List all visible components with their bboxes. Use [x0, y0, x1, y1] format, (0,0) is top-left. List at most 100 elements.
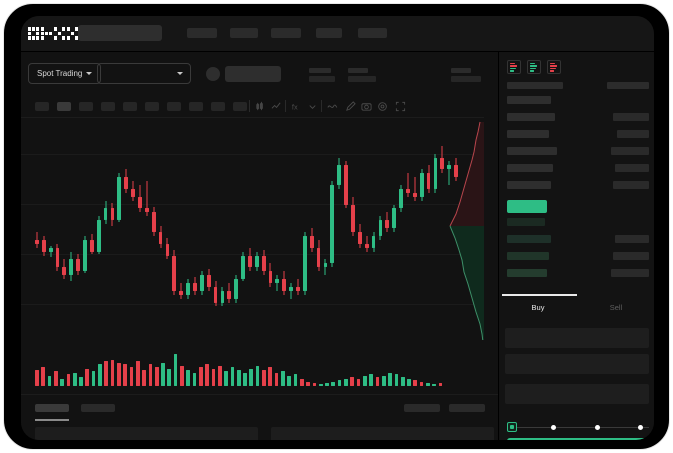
- candle-body: [323, 263, 328, 268]
- orderbook-ask-price[interactable]: [507, 147, 557, 155]
- slider-stop-25[interactable]: [551, 424, 556, 430]
- candle-body: [55, 247, 60, 268]
- order-cell-1[interactable]: [35, 427, 258, 440]
- nav-item-5[interactable]: [358, 28, 387, 38]
- orderbook-ask-price[interactable]: [507, 181, 551, 189]
- candle-body: [179, 290, 184, 295]
- candlestick-chart-icon[interactable]: [255, 101, 266, 112]
- orderbook-bid-price[interactable]: [507, 235, 551, 243]
- volume-bar: [438, 383, 443, 386]
- candle-body: [158, 232, 163, 244]
- orderbook-bid-price[interactable]: [507, 269, 547, 277]
- candle: [151, 118, 156, 340]
- timeframe-button-5[interactable]: [123, 102, 137, 111]
- bottom-action-1[interactable]: [404, 404, 440, 412]
- timeframe-button-4[interactable]: [101, 102, 115, 111]
- volume-bar: [117, 362, 121, 386]
- place-order-button[interactable]: [507, 438, 649, 440]
- candle-wick: [146, 181, 148, 217]
- timeframe-button-9[interactable]: [211, 102, 225, 111]
- timeframe-button-1[interactable]: [35, 102, 49, 111]
- volume-bar: [274, 372, 279, 386]
- slider-stop-50[interactable]: [595, 424, 600, 430]
- okx-logo-icon[interactable]: [28, 27, 78, 40]
- orderbook-layout-asks[interactable]: [547, 60, 561, 74]
- trading-pair-select[interactable]: [97, 63, 191, 84]
- candle: [440, 118, 445, 340]
- candle-body: [199, 275, 204, 291]
- camera-icon[interactable]: [361, 101, 372, 112]
- volume-bar: [407, 378, 411, 386]
- timeframe-button-7[interactable]: [167, 102, 181, 111]
- candle: [268, 118, 273, 340]
- volume-bar: [243, 372, 247, 386]
- volume-bar: [35, 370, 39, 386]
- volume-bar: [419, 381, 424, 386]
- candle-body: [186, 282, 190, 295]
- candle-body: [296, 286, 300, 291]
- candle: [69, 118, 74, 340]
- volume-bar: [72, 372, 77, 386]
- candle: [399, 118, 403, 340]
- timeframe-button-8[interactable]: [189, 102, 203, 111]
- candle: [220, 118, 225, 340]
- nav-item-1[interactable]: [187, 28, 217, 38]
- timeframe-button-2[interactable]: [57, 102, 71, 111]
- nav-item-4[interactable]: [316, 28, 342, 38]
- toolbar-divider: [321, 100, 322, 112]
- active-tab-underline: [502, 294, 577, 296]
- orderbook-layout-bids[interactable]: [527, 60, 541, 74]
- candle-body: [213, 286, 218, 303]
- nav-item-3[interactable]: [271, 28, 301, 38]
- volume-bar: [53, 371, 58, 386]
- tab-buy[interactable]: Buy: [499, 296, 577, 318]
- spot-trading-dropdown[interactable]: Spot Trading: [28, 63, 102, 84]
- drawing-pencil-icon[interactable]: [345, 101, 356, 112]
- orderbook-ask-amount: [617, 130, 649, 138]
- orderbook-ask-price[interactable]: [507, 164, 553, 172]
- bottom-tab-1[interactable]: [35, 404, 69, 412]
- line-chart-icon[interactable]: [271, 101, 282, 112]
- volume-bar: [306, 381, 310, 386]
- timeframe-button-3[interactable]: [79, 102, 93, 111]
- search-input[interactable]: [78, 25, 162, 41]
- chevron-down-icon[interactable]: [307, 101, 318, 112]
- total-field[interactable]: [505, 384, 649, 404]
- candle-wick: [50, 245, 52, 258]
- order-cell-2[interactable]: [271, 427, 494, 440]
- candle-body: [316, 247, 321, 268]
- volume-bar: [262, 370, 266, 386]
- bottom-action-2[interactable]: [449, 404, 485, 412]
- wave-chart-icon[interactable]: [327, 101, 338, 112]
- candle-body: [227, 290, 232, 299]
- orderbook-bid-price[interactable]: [507, 252, 549, 260]
- candle-body: [392, 208, 397, 229]
- orderbook-ask-price[interactable]: [507, 113, 555, 121]
- timeframe-button-6[interactable]: [145, 102, 159, 111]
- price-chart[interactable]: [21, 118, 484, 340]
- volume-bar: [331, 381, 336, 386]
- orderbook-bid-price[interactable]: [507, 218, 545, 226]
- volume-bar: [337, 380, 342, 386]
- price-field[interactable]: [505, 328, 649, 348]
- volume-bar: [129, 367, 134, 386]
- volume-bar: [167, 368, 172, 386]
- nav-item-2[interactable]: [230, 28, 258, 38]
- bottom-tab-2[interactable]: [81, 404, 115, 412]
- orderbook-ask-price[interactable]: [507, 96, 551, 104]
- amount-slider[interactable]: [507, 422, 649, 432]
- orderbook-layout-both[interactable]: [507, 60, 521, 74]
- volume-bar: [192, 372, 197, 386]
- volume-bar: [287, 375, 291, 386]
- amount-field[interactable]: [505, 354, 649, 374]
- candle-body: [309, 235, 314, 248]
- tab-sell[interactable]: Sell: [577, 296, 654, 318]
- settings-gear-icon[interactable]: [377, 101, 388, 112]
- indicators-icon[interactable]: fx: [291, 101, 302, 112]
- candle-body: [268, 271, 273, 283]
- fullscreen-icon[interactable]: [395, 101, 406, 112]
- orderbook-ask-price[interactable]: [507, 130, 549, 138]
- slider-stop-75[interactable]: [638, 424, 643, 430]
- timeframe-button-10[interactable]: [233, 102, 247, 111]
- slider-handle[interactable]: [507, 422, 517, 432]
